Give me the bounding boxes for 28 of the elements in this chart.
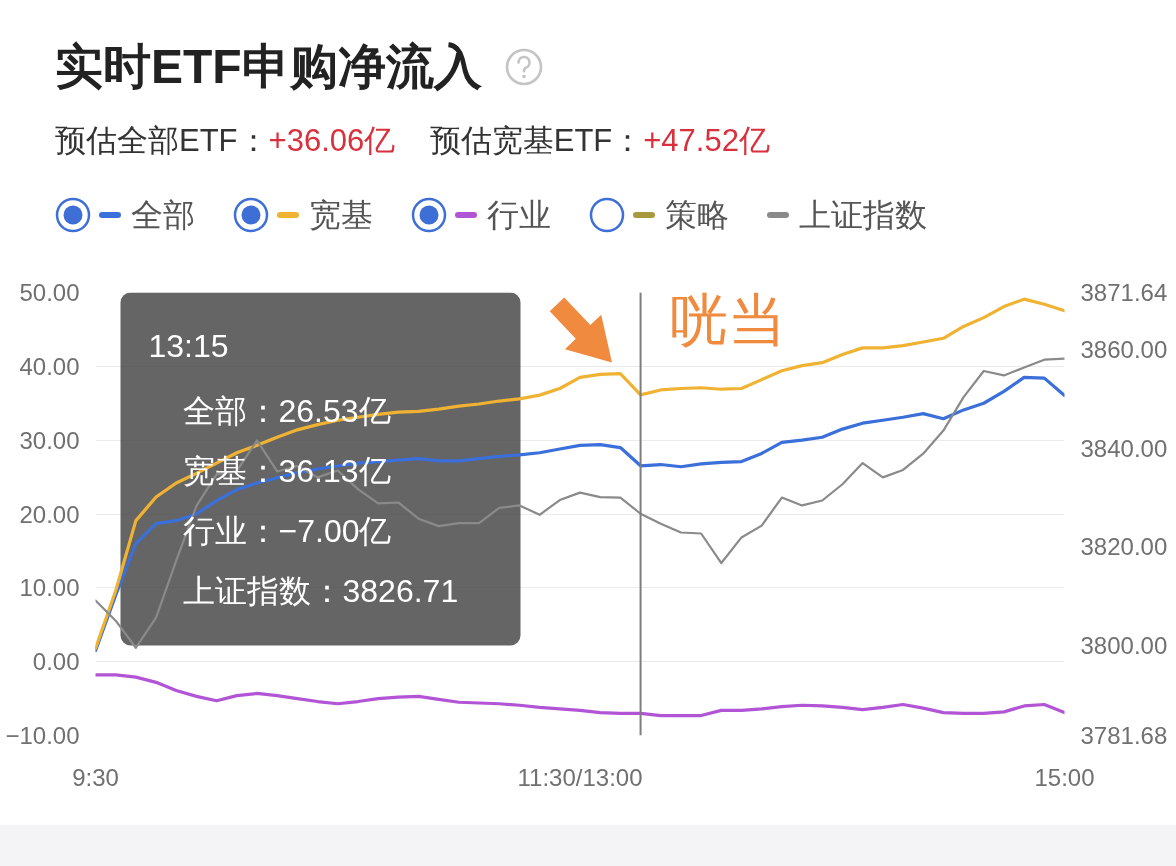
legend-label: 上证指数 bbox=[799, 197, 927, 233]
y2-tick-label: 3860.00 bbox=[1080, 336, 1168, 364]
annotation: 上证指数：3826.71 bbox=[182, 572, 459, 609]
y2-tick-label: 3800.00 bbox=[1080, 631, 1168, 659]
y-tick-label: 30.00 bbox=[19, 426, 80, 454]
x-tick-label: 11:30/13:00 bbox=[517, 763, 643, 791]
x-tick-label: 9:30 bbox=[72, 763, 119, 791]
chart-title: 实时ETF申购净流入 bbox=[55, 40, 482, 93]
y2-tick-label: 3871.64 bbox=[1080, 279, 1168, 306]
y-tick-label: 10.00 bbox=[19, 574, 80, 602]
y2-tick-label: 3820.00 bbox=[1080, 533, 1168, 561]
chart-subtitle: 预估全部ETF：+36.06亿 预估宽基ETF：+47.52亿 bbox=[55, 123, 770, 158]
annotation: 行业：−7.00亿 bbox=[182, 512, 392, 549]
y-tick-label: 40.00 bbox=[19, 352, 80, 380]
y-tick-label: 50.00 bbox=[19, 279, 80, 306]
x-tick-label: 15:00 bbox=[1034, 763, 1095, 791]
y-tick-label: 0.00 bbox=[32, 648, 80, 676]
annotation: 咣当 bbox=[669, 287, 786, 353]
y-tick-label: −10.00 bbox=[5, 722, 80, 749]
legend-label: 宽基 bbox=[309, 197, 373, 233]
legend-label: 全部 bbox=[131, 197, 195, 233]
legend-label: 行业 bbox=[487, 197, 551, 233]
annotation: 13:15 bbox=[148, 327, 229, 364]
line-series bbox=[95, 673, 1065, 718]
legend-label: 策略 bbox=[665, 197, 729, 233]
y2-tick-label: 3840.00 bbox=[1080, 434, 1168, 462]
y-tick-label: 20.00 bbox=[19, 500, 80, 528]
y2-tick-label: 3781.68 bbox=[1080, 722, 1168, 749]
